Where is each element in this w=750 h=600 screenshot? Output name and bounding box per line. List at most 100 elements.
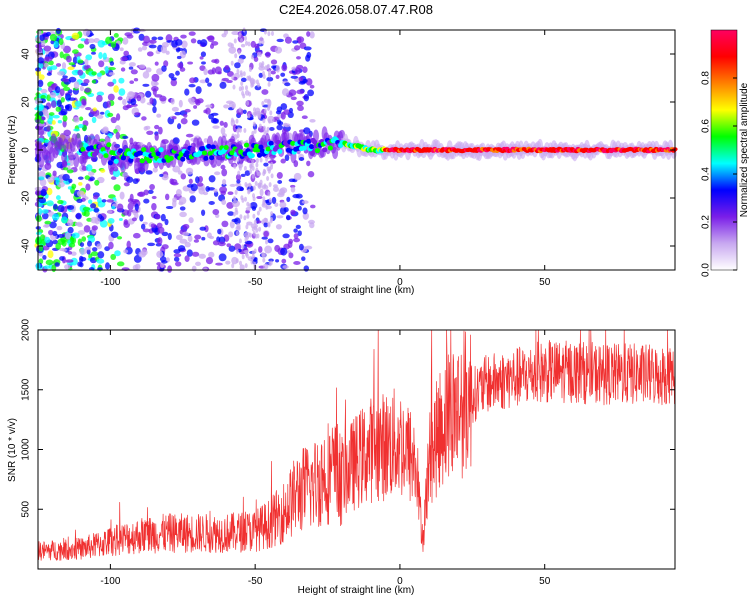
spectrogram-noise-cell <box>170 77 177 81</box>
x-tick-label: 0 <box>397 576 403 587</box>
spectrogram-noise-cell <box>133 77 139 82</box>
spectrogram-noise-cell <box>253 56 259 62</box>
spectrogram-noise-cell <box>270 211 274 217</box>
spectrogram-halo-cell <box>194 155 201 165</box>
y-tick-label: -20 <box>21 190 32 205</box>
spectrogram-noise-cell <box>232 211 236 217</box>
spectrogram-noise-cell <box>195 99 201 106</box>
spectrogram-signal-cell <box>327 145 333 151</box>
spectrogram-noise-cell <box>62 248 67 252</box>
spectrogram-noise-cell <box>100 127 109 134</box>
spectrogram-noise-cell <box>293 228 298 233</box>
spectrogram-y-axis: -40 -20 0 20 40 <box>21 48 675 253</box>
spectrogram-noise-cell <box>125 104 133 109</box>
spectrogram-noise-cell <box>37 176 45 181</box>
spectrogram-noise-cell <box>248 67 252 72</box>
spectrogram-noise-cell <box>134 203 139 211</box>
spectrogram-noise-cell <box>223 121 228 128</box>
spectrogram-noise-cell <box>248 182 252 188</box>
spectrogram-noise-cell <box>47 250 54 259</box>
spectrogram-noise-cell <box>276 124 283 131</box>
spectrogram-noise-cell <box>86 248 91 255</box>
spectrogram-noise-cell <box>257 51 261 57</box>
spectrogram-signal-cell <box>197 150 203 156</box>
spectrogram-noise-cell <box>263 108 267 114</box>
spectrogram-signal-cell <box>168 155 174 161</box>
spectrogram-noise-cell <box>257 82 261 88</box>
spectrogram-signal-cell <box>306 138 312 144</box>
spectrogram-noise-cell <box>167 232 172 241</box>
spectrogram-noise-cell <box>173 256 180 262</box>
spectrogram-noise-cell <box>228 245 236 252</box>
spectrogram-noise-cell <box>87 171 95 176</box>
spectrogram-noise-cell <box>129 80 135 85</box>
spectrogram-noise-cell <box>191 265 197 272</box>
spectrogram-noise-cell <box>78 255 84 263</box>
spectrogram-noise-cell <box>280 247 288 256</box>
spectrogram-noise-cell <box>57 199 64 205</box>
spectrogram-noise-cell <box>171 106 179 112</box>
spectrogram-noise-cell <box>201 236 206 241</box>
spectrogram-noise-cell <box>170 78 178 87</box>
spectrogram-noise-cell <box>220 127 226 135</box>
spectrogram-noise-cell <box>89 43 96 50</box>
spectrogram-noise-cell <box>56 99 62 108</box>
spectrogram-noise-cell <box>250 54 254 60</box>
spectrogram-noise-cell <box>293 237 301 243</box>
spectrogram-noise-cell <box>188 31 196 36</box>
spectrogram-noise-cell <box>226 243 232 248</box>
spectrogram-noise-cell <box>240 38 243 43</box>
spectrogram-noise-cell <box>116 203 124 212</box>
spectrogram-noise-cell <box>39 34 45 42</box>
spectrogram-noise-cell <box>196 182 204 187</box>
spectrogram-noise-cell <box>235 210 239 215</box>
spectrogram-noise-cell <box>62 115 68 122</box>
spectrogram-signal-cell <box>81 151 87 157</box>
spectrogram-noise-cell <box>37 123 45 127</box>
spectrogram-noise-cell <box>188 84 196 88</box>
spectrogram-noise-cell <box>94 217 101 225</box>
colorbar-tick-label: 0.6 <box>701 119 712 133</box>
spectrogram-noise-cell <box>245 251 248 257</box>
spectrogram-noise-cell <box>243 165 247 171</box>
spectrogram-noise-cell <box>246 234 249 240</box>
colorbar-gradient <box>710 29 738 271</box>
spectrogram-noise-cell <box>73 128 80 132</box>
spectrogram-noise-cell <box>256 220 262 224</box>
spectrogram-noise-cell <box>61 216 68 224</box>
spectrogram-noise-cell <box>78 116 84 122</box>
spectrogram-noise-cell <box>297 230 302 237</box>
spectrogram-noise-cell <box>263 222 269 228</box>
spectrogram-x-axis: -100 -50 0 50 <box>100 30 551 288</box>
spectrogram-noise-cell <box>67 186 73 190</box>
spectrogram-noise-cell <box>91 247 98 252</box>
spectrogram-noise-cell <box>70 235 75 244</box>
spectrogram-noise-cell <box>62 119 67 128</box>
spectrogram-noise-cell <box>179 50 187 59</box>
spectrogram-noise-cell <box>40 188 47 197</box>
spectrogram-noise-cell <box>221 220 229 228</box>
spectrogram-noise-cell <box>63 129 72 137</box>
spectrogram-noise-cell <box>123 182 130 187</box>
spectrogram-noise-cell <box>149 184 155 190</box>
spectrogram-noise-cell <box>212 209 220 215</box>
spectrogram-noise-cell <box>259 179 263 185</box>
spectrogram-noise-cell <box>211 67 216 75</box>
spectrogram-noise-cell <box>292 40 299 44</box>
spectrogram-noise-cell <box>165 205 174 210</box>
spectrogram-noise-cell <box>116 236 123 240</box>
spectrogram-noise-cell <box>85 183 91 191</box>
spectrogram-noise-cell <box>235 182 242 187</box>
spectrogram-noise-cell <box>251 130 255 136</box>
spectrogram-noise-cell <box>77 59 84 64</box>
spectrogram-noise-cell <box>203 68 208 76</box>
spectrogram-noise-cell <box>77 43 85 49</box>
spectrogram-noise-cell <box>296 56 301 60</box>
y-tick-label: 2000 <box>21 318 32 341</box>
spectrogram-noise-cell <box>201 209 206 216</box>
spectrogram-noise-cell <box>214 66 222 75</box>
spectrogram-noise-cell <box>303 265 310 272</box>
spectrogram-noise-cell <box>161 231 169 237</box>
spectrogram-noise-cell <box>253 248 257 254</box>
spectrogram-noise-cell <box>48 85 53 93</box>
